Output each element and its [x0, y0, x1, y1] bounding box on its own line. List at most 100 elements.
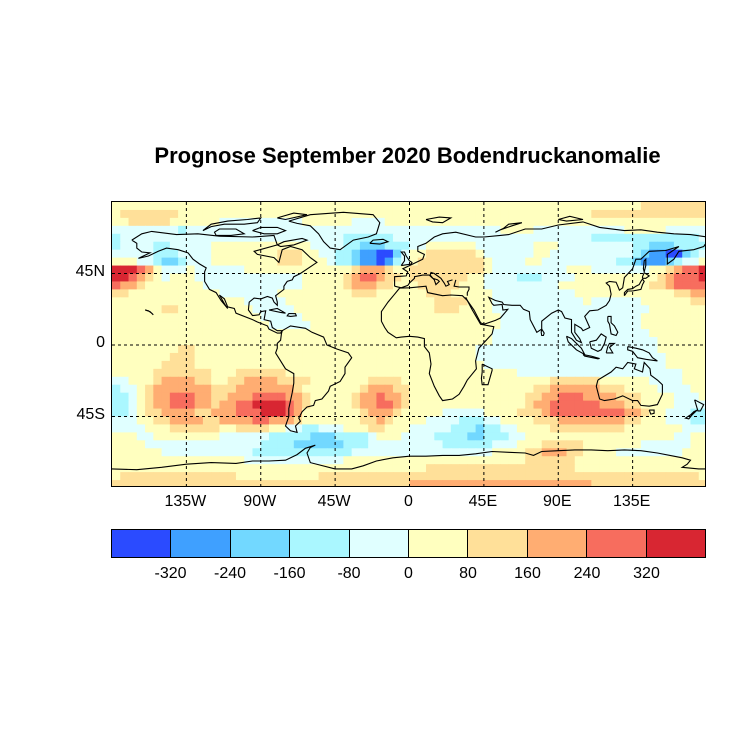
anomaly-cell — [516, 416, 526, 426]
anomaly-cell — [624, 400, 634, 410]
anomaly-cell — [533, 408, 543, 418]
anomaly-cell — [392, 408, 402, 418]
anomaly-cell — [326, 209, 336, 219]
anomaly-cell — [368, 329, 378, 338]
anomaly-cell — [665, 352, 675, 362]
anomaly-cell — [145, 432, 154, 441]
anomaly-cell — [483, 464, 493, 473]
anomaly-cell — [500, 408, 510, 418]
anomaly-cell — [632, 432, 642, 441]
anomaly-cell — [359, 376, 369, 386]
anomaly-cell — [698, 472, 705, 481]
anomaly-cell — [599, 352, 609, 362]
anomaly-cell — [574, 305, 584, 314]
anomaly-cell — [136, 416, 146, 426]
anomaly-cell — [351, 329, 361, 338]
anomaly-cell — [566, 202, 576, 211]
anomaly-cell — [558, 424, 568, 433]
anomaly-cell — [459, 305, 468, 314]
anomaly-cell — [583, 217, 592, 227]
anomaly-cell — [492, 202, 501, 211]
anomaly-cell — [566, 376, 576, 386]
anomaly-cell — [211, 400, 221, 410]
anomaly-cell — [252, 376, 262, 386]
anomaly-cell — [657, 376, 667, 386]
anomaly-cell — [343, 217, 353, 227]
anomaly-cell — [169, 313, 179, 322]
anomaly-cell — [293, 241, 303, 251]
anomaly-cell — [153, 225, 163, 235]
anomaly-cell — [343, 400, 353, 410]
anomaly-cell — [120, 273, 130, 283]
anomaly-cell — [285, 392, 295, 402]
anomaly-cell — [682, 321, 692, 330]
colorbar-tick-label: 0 — [404, 565, 413, 582]
anomaly-cell — [252, 313, 262, 322]
anomaly-cell — [442, 217, 452, 227]
coastline — [627, 346, 658, 362]
anomaly-cell — [310, 297, 320, 306]
anomaly-cell — [624, 408, 634, 418]
anomaly-cell — [632, 305, 642, 314]
anomaly-cell — [351, 368, 361, 378]
anomaly-cell — [244, 265, 254, 275]
anomaly-cell — [682, 360, 692, 370]
anomaly-cell — [665, 241, 675, 251]
anomaly-cell — [616, 480, 625, 486]
anomaly-cell — [525, 202, 535, 211]
anomaly-cell — [392, 368, 402, 378]
anomaly-cell — [508, 432, 518, 441]
anomaly-cell — [525, 257, 535, 267]
anomaly-cell — [500, 352, 510, 362]
anomaly-cell — [359, 456, 369, 465]
anomaly-cell — [483, 241, 493, 251]
anomaly-cell — [574, 424, 584, 433]
anomaly-cell — [359, 384, 369, 394]
anomaly-cell — [153, 448, 163, 457]
anomaly-cell — [318, 345, 328, 354]
anomaly-cell — [426, 472, 435, 481]
anomaly-cell — [624, 321, 634, 330]
anomaly-cell — [368, 440, 378, 449]
anomaly-cell — [392, 257, 402, 267]
anomaly-cell — [690, 384, 700, 394]
anomaly-cell — [128, 352, 138, 362]
anomaly-cell — [211, 432, 221, 441]
anomaly-cell — [277, 360, 287, 370]
anomaly-cell — [442, 416, 452, 426]
anomaly-cell — [169, 305, 179, 314]
anomaly-cell — [351, 305, 361, 314]
anomaly-cell — [120, 217, 130, 227]
anomaly-cell — [632, 416, 642, 426]
anomaly-cell — [186, 321, 196, 330]
anomaly-cell — [128, 209, 138, 219]
anomaly-cell — [690, 273, 700, 283]
anomaly-cell — [549, 345, 559, 354]
anomaly-cell — [244, 368, 254, 378]
anomaly-cell — [161, 241, 171, 251]
anomaly-cell — [409, 424, 419, 433]
anomaly-cell — [227, 313, 237, 322]
anomaly-cell — [376, 241, 386, 251]
anomaly-cell — [533, 265, 543, 275]
anomaly-cell — [145, 241, 154, 251]
anomaly-cell — [541, 217, 551, 227]
anomaly-cell — [409, 376, 419, 386]
anomaly-cell — [616, 249, 625, 259]
anomaly-cell — [541, 408, 551, 418]
anomaly-cell — [558, 281, 568, 290]
anomaly-cell — [483, 376, 493, 386]
anomaly-cell — [682, 225, 692, 235]
anomaly-cell — [368, 368, 378, 378]
anomaly-cell — [640, 305, 650, 314]
anomaly-cell — [293, 448, 303, 457]
anomaly-cell — [260, 313, 270, 322]
anomaly-cell — [649, 321, 659, 330]
anomaly-cell — [277, 321, 287, 330]
anomaly-cell — [392, 416, 402, 426]
anomaly-cell — [343, 408, 353, 418]
anomaly-cell — [492, 345, 501, 354]
coastline — [648, 409, 655, 415]
anomaly-cell — [136, 265, 146, 275]
anomaly-cell — [219, 464, 229, 473]
